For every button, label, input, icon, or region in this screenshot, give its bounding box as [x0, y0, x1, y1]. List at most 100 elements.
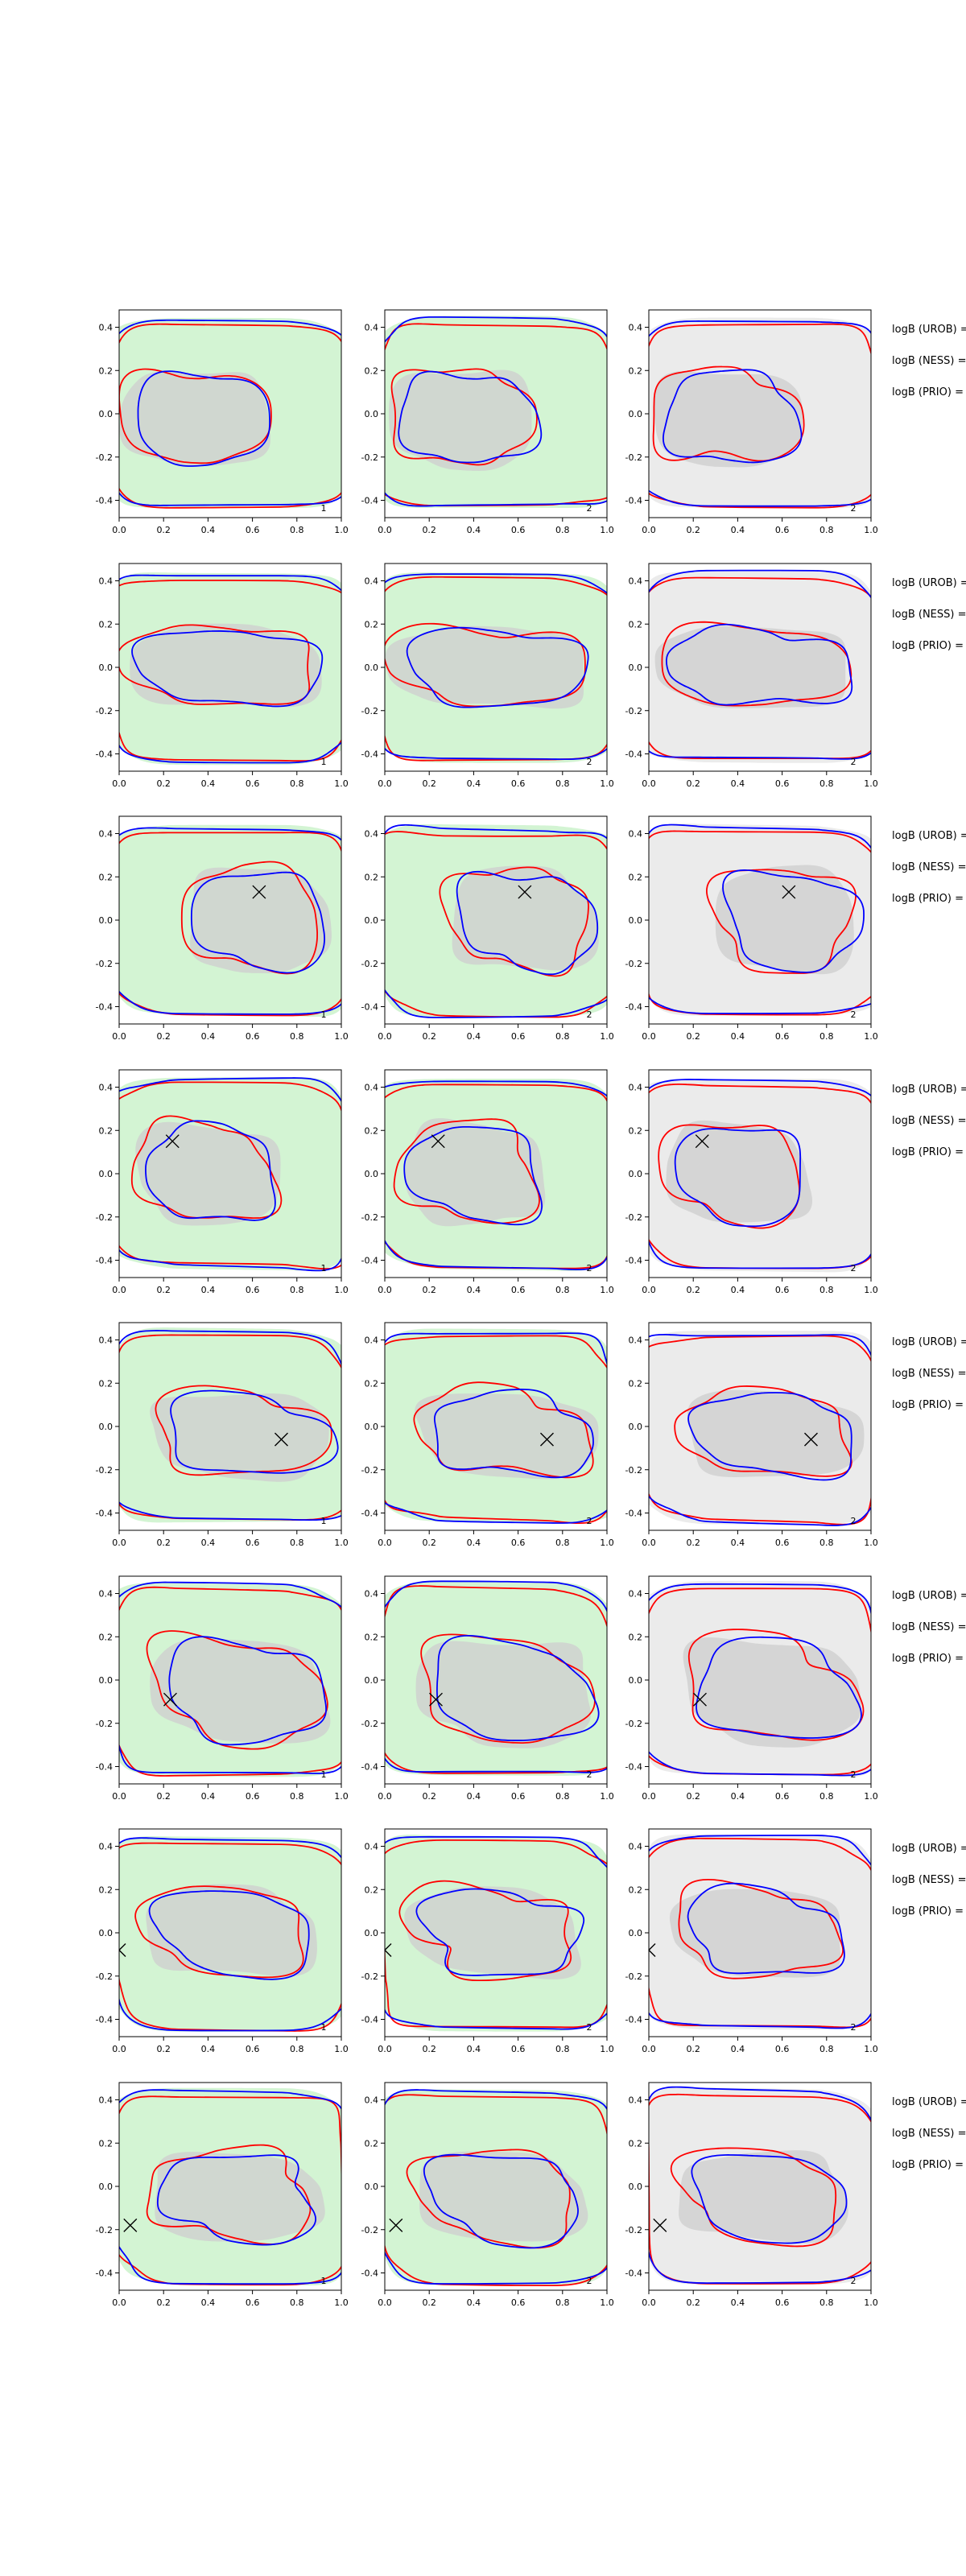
blue-outer-contour: [385, 1080, 607, 1271]
x-tick-label: 0.4: [201, 525, 216, 535]
bayes-factor-label: logB (NESS) =: [892, 861, 966, 873]
x-tick-label: 0.8: [555, 778, 570, 789]
y-tick-label: -0.4: [361, 1762, 378, 1773]
true-parameter-marker: [782, 885, 796, 899]
blue-outer-contour: [649, 1583, 871, 1777]
y-tick-label: 0.2: [365, 619, 379, 630]
y-tick-label: -0.4: [361, 496, 378, 506]
contour-panel: 2 0.0 0.2 0.4 0.6 0.8 1.0 0.4 0.2 0.0 -0.2 -0.4: [361, 309, 614, 535]
red-inner-contour: [130, 1115, 283, 1220]
blue-inner-contour: [137, 370, 270, 467]
x-tick-label: 0.8: [555, 1538, 570, 1548]
y-tick-label: -0.4: [625, 1762, 642, 1773]
panel-number: 2: [587, 2276, 592, 2286]
contour-panel: 2 0.0 0.2 0.4 0.6 0.8 1.0 0.4 0.2 0.0 -0.2 -0.4: [625, 563, 878, 789]
plot-area: [649, 1330, 871, 1526]
x-tick-label: 0.6: [511, 778, 526, 789]
bayes-factor-label: logB (UROB) =: [892, 830, 966, 842]
x-tick-label: 0.2: [156, 1538, 171, 1548]
x-tick-label: 0.2: [156, 778, 171, 789]
red-outer-contour: [649, 1587, 871, 1776]
x-tick-label: 0.8: [819, 1538, 834, 1548]
x-tick-label: 0.6: [511, 2297, 526, 2308]
contour-panel: 1 0.0 0.2 0.4 0.6 0.8 1.0 0.4 0.2 0.0 -0.2 -0.4: [96, 1828, 349, 2054]
inner-region: [130, 623, 322, 708]
y-tick-label: 0.2: [629, 365, 643, 376]
x-tick-label: 0.2: [156, 2044, 171, 2054]
plot-area: [119, 824, 341, 1018]
panel-number: 2: [851, 503, 857, 514]
plot-area: [649, 824, 871, 1016]
figure-row: 1 0.0 0.2 0.4 0.6 0.8 1.0 0.4 0.2 0.0 -0.2 -0.4 2 0.0…: [96, 1322, 966, 1548]
x-tick-label: 0.8: [290, 1031, 304, 1042]
x-tick-label: 0.0: [378, 1285, 392, 1295]
plot-area: [119, 572, 341, 766]
blue-inner-contour: [687, 1392, 852, 1481]
figure-row: 1 0.0 0.2 0.4 0.6 0.8 1.0 0.4 0.2 0.0 -0.2 -0.4 2 0.0…: [96, 1069, 966, 1295]
x-tick-label: 0.2: [686, 1791, 700, 1802]
x-tick-label: 0.4: [201, 778, 216, 789]
y-tick-label: 0.2: [365, 872, 379, 882]
x-tick-label: 0.4: [731, 2297, 745, 2308]
true-parameter-marker: [803, 1432, 818, 1447]
x-tick-label: 0.0: [642, 1285, 656, 1295]
blue-outer-contour: [649, 1835, 871, 2029]
y-tick-label: -0.2: [96, 2225, 113, 2235]
y-tick-label: 0.4: [629, 1589, 643, 1600]
y-tick-label: 0.4: [99, 323, 114, 333]
x-tick-label: 0.2: [686, 2044, 700, 2054]
true-parameter-marker: [649, 1943, 656, 1957]
true-parameter-marker: [163, 1692, 177, 1707]
blue-inner-contour: [456, 870, 599, 976]
y-tick-label: -0.4: [625, 1002, 642, 1013]
y-tick-label: -0.2: [96, 1971, 113, 1982]
x-tick-label: 0.2: [156, 1791, 171, 1802]
red-outer-contour: [385, 2094, 607, 2287]
x-tick-label: 0.0: [378, 778, 392, 789]
inner-region: [146, 1884, 317, 1977]
plot-area: [385, 2089, 607, 2287]
y-tick-label: -0.2: [96, 1719, 113, 1729]
contour-panel: 2 0.0 0.2 0.4 0.6 0.8 1.0 0.4 0.2 0.0 -0.2 -0.4: [625, 815, 878, 1042]
plot-area: [119, 1581, 341, 1777]
inner-region: [715, 865, 854, 975]
inner-region: [415, 1641, 591, 1748]
x-tick-label: 0.0: [378, 2044, 392, 2054]
x-tick-label: 0.0: [378, 525, 392, 535]
x-tick-label: 0.8: [290, 1538, 304, 1548]
inner-region: [150, 1393, 329, 1482]
y-tick-label: -0.2: [96, 959, 113, 969]
x-tick-label: 0.2: [422, 1538, 436, 1548]
contour-panel: 2 0.0 0.2 0.4 0.6 0.8 1.0 0.4 0.2 0.0 -0.2 -0.4: [625, 1322, 878, 1548]
y-tick-label: -0.2: [361, 959, 378, 969]
y-tick-label: -0.2: [625, 706, 642, 716]
x-tick-label: 0.4: [467, 2044, 481, 2054]
y-tick-label: 0.0: [365, 915, 379, 926]
y-tick-label: -0.4: [361, 1509, 378, 1519]
bayes-factor-label: logB (PRIO) =: [892, 386, 964, 398]
bayes-factor-label: logB (PRIO) =: [892, 893, 964, 905]
red-outer-contour: [385, 831, 607, 1018]
true-parameter-marker: [119, 1943, 126, 1957]
y-tick-label: -0.2: [625, 2225, 642, 2235]
y-tick-label: 0.0: [99, 2182, 114, 2192]
y-tick-label: 0.2: [629, 1885, 643, 1895]
y-tick-label: 0.0: [365, 663, 379, 673]
red-outer-contour: [119, 1081, 341, 1270]
y-tick-label: 0.4: [365, 576, 379, 587]
panel-number: 2: [851, 1009, 857, 1020]
contour-panel: 2 0.0 0.2 0.4 0.6 0.8 1.0 0.4 0.2 0.0 -0.2 -0.4: [625, 1069, 878, 1295]
x-tick-label: 0.6: [775, 778, 790, 789]
true-parameter-marker: [165, 1134, 180, 1149]
plot-area: [119, 2087, 341, 2286]
blue-inner-contour: [662, 369, 803, 464]
y-tick-label: 0.2: [629, 2138, 643, 2149]
x-tick-label: 0.6: [246, 1285, 260, 1295]
x-tick-label: 0.4: [467, 1285, 481, 1295]
plot-area: [649, 1834, 871, 2030]
x-tick-label: 0.6: [511, 2044, 526, 2054]
blue-outer-contour: [119, 2089, 341, 2285]
y-tick-label: -0.2: [361, 1212, 378, 1223]
bayes-factor-label: logB (PRIO) =: [892, 1146, 964, 1158]
y-tick-label: 0.4: [629, 2095, 643, 2106]
